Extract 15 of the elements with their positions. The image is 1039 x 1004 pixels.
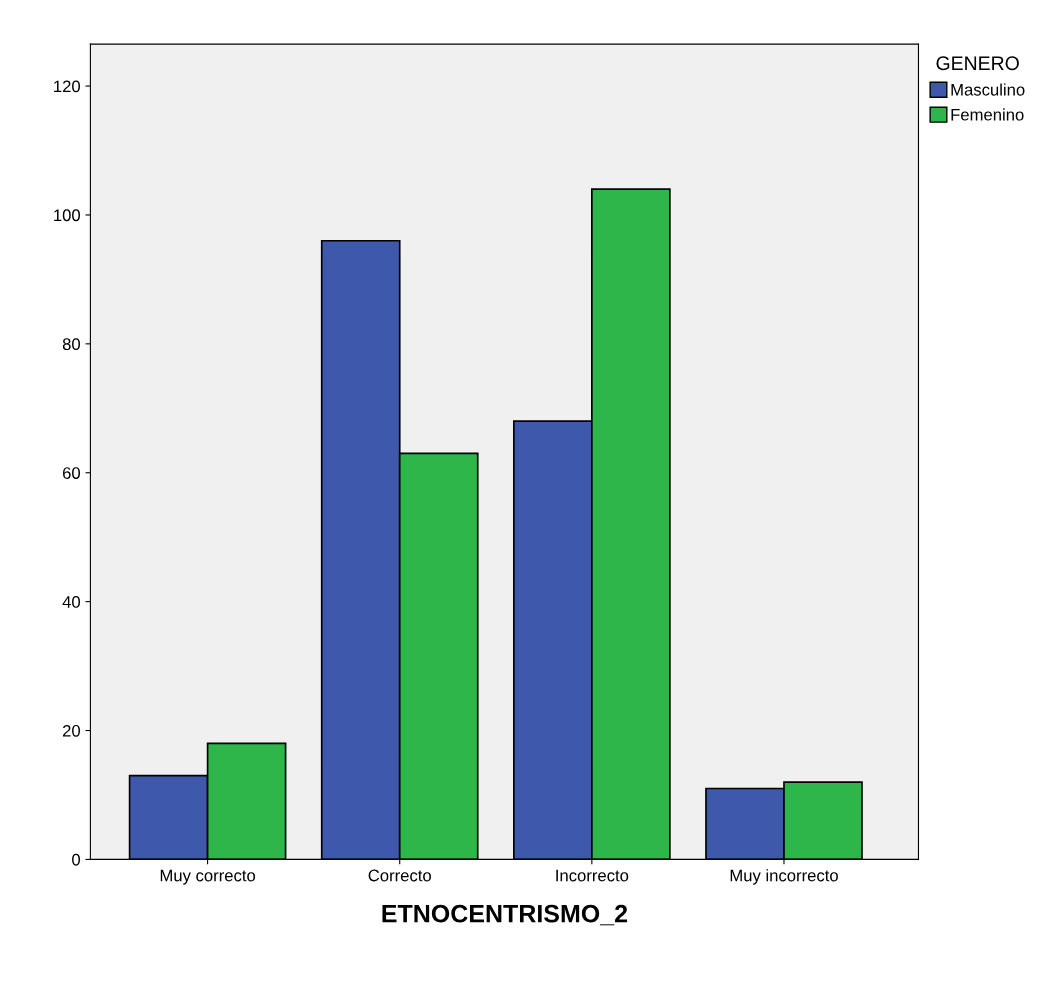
y-tick-label: 40 <box>62 596 81 608</box>
y-tick-label: 120 <box>54 80 81 93</box>
y-tick-label: 20 <box>62 724 81 737</box>
legend-label: Femenino <box>951 108 1024 121</box>
y-tick-label: 0 <box>72 853 81 866</box>
legend-title: GENERO <box>936 56 1019 71</box>
y-tick-label: 60 <box>62 467 81 479</box>
y-tick-label: 80 <box>62 338 81 351</box>
x-tick-label: Incorrecto <box>556 869 629 882</box>
x-tick-label: Correcto <box>368 869 431 882</box>
legend-label: Masculino <box>951 83 1025 96</box>
x-axis-title: ETNOCENTRISMO_2 <box>382 904 628 926</box>
x-tick-label: Muy incorrecto <box>730 869 838 885</box>
y-tick-label: 100 <box>54 209 81 222</box>
x-tick-label: Muy correcto <box>160 869 256 885</box>
